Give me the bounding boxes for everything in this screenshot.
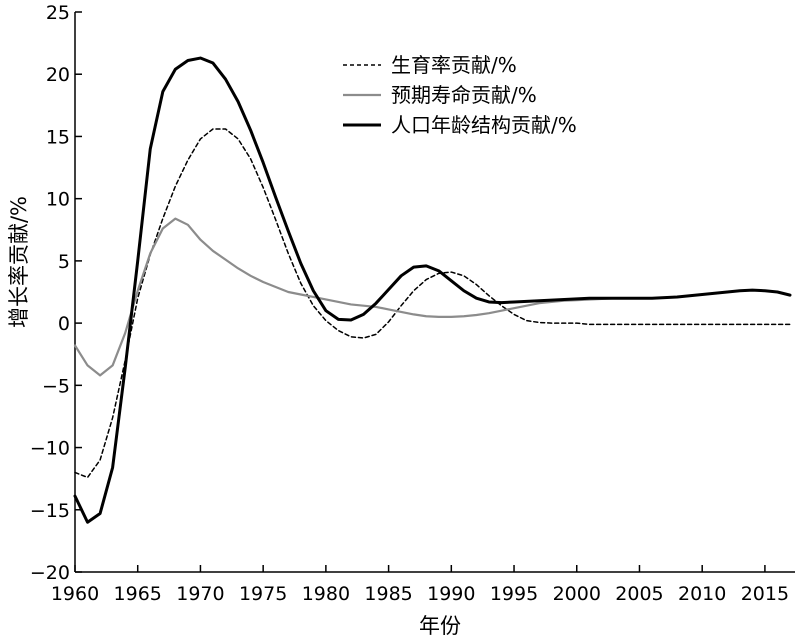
y-ticks: −20 −15 −10 −5 0 5 10 15 20 25 (30, 2, 82, 584)
y-tick-label: −15 (30, 500, 70, 522)
x-tick-label: 1970 (176, 583, 224, 605)
y-tick-label: 15 (46, 126, 70, 148)
x-axis-title: 年份 (419, 614, 461, 638)
y-tick-label: 20 (46, 64, 70, 86)
legend-label-3: 人口年龄结构贡献/% (391, 113, 577, 137)
y-tick-label: 25 (46, 2, 70, 24)
series-line-1 (74, 128, 791, 479)
axes (74, 12, 795, 573)
legend-label-2: 预期寿命贡献/% (391, 83, 537, 107)
x-tick-label: 2005 (615, 583, 663, 605)
x-tick-label: 1990 (427, 583, 475, 605)
y-tick-label: −5 (42, 375, 70, 397)
x-tick-label: 1985 (364, 583, 412, 605)
x-tick-label: 1960 (51, 583, 99, 605)
y-tick-label: 5 (58, 251, 70, 273)
series-line-3 (73, 56, 792, 524)
y-axis-title: 增长率贡献/% (7, 196, 31, 328)
y-tick-label: −20 (30, 562, 70, 584)
y-tick-label: −10 (30, 438, 70, 460)
x-tick-label: 1975 (239, 583, 287, 605)
series-group (73, 56, 792, 524)
x-tick-label: 1965 (114, 583, 162, 605)
legend: 生育率贡献/% 预期寿命贡献/% 人口年龄结构贡献/% (343, 53, 577, 137)
x-tick-label: 2010 (678, 583, 726, 605)
y-tick-label: 10 (46, 189, 70, 211)
x-ticks: 1960 1965 1970 1975 1980 1985 1990 1995 2000 2005… (51, 565, 789, 605)
x-tick-label: 1995 (490, 583, 538, 605)
x-tick-label: 2015 (741, 583, 789, 605)
y-tick-label: 0 (58, 313, 70, 335)
x-tick-label: 1980 (302, 583, 350, 605)
legend-label-1: 生育率贡献/% (391, 53, 517, 77)
x-tick-label: 2000 (553, 583, 601, 605)
